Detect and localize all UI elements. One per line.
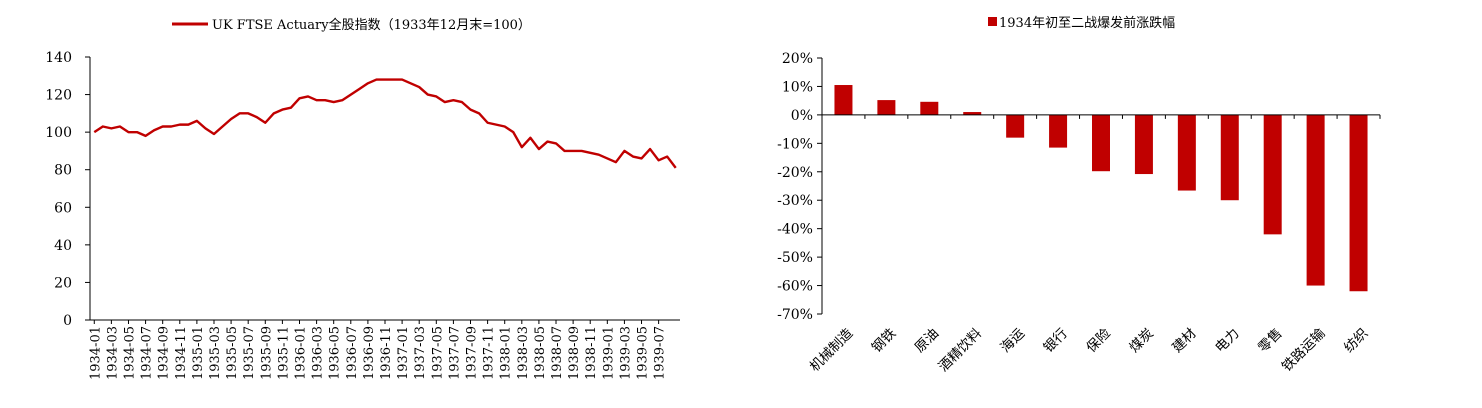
bar-y-tick-label: 0% xyxy=(791,108,813,124)
line-x-tick-label: 1938-07 xyxy=(550,326,565,380)
bar-10 xyxy=(1263,114,1282,235)
line-x-tick-label: 1935-07 xyxy=(242,326,257,380)
line-y-tick-label: 20 xyxy=(54,275,72,291)
bar-8 xyxy=(1177,114,1196,191)
line-x-tick-label: 1937-05 xyxy=(430,326,445,380)
bar-y-tick-label: -10% xyxy=(777,136,813,152)
line-x-tick-label: 1939-05 xyxy=(636,326,651,380)
bar-12 xyxy=(1349,114,1368,292)
line-x-tick-label: 1936-01 xyxy=(293,326,308,380)
line-x-tick-label: 1936-09 xyxy=(362,326,377,380)
line-x-tick-label: 1935-11 xyxy=(276,326,291,380)
line-x-tick-label: 1934-09 xyxy=(157,326,172,380)
line-x-tick-label: 1935-05 xyxy=(225,326,240,380)
line-series-ftse-actuary xyxy=(93,78,677,169)
line-y-tick-label: 60 xyxy=(54,200,72,216)
line-x-tick-label: 1936-11 xyxy=(379,326,394,380)
bar-y-tick-label: -70% xyxy=(777,307,813,323)
line-y-tick-label: 100 xyxy=(45,125,72,141)
bar-2 xyxy=(920,101,939,115)
line-x-tick-label: 1934-03 xyxy=(105,326,120,380)
bar-category-label: 原油 xyxy=(912,326,942,356)
bar-category-label: 机械制造 xyxy=(807,325,857,375)
bar-category-label: 铁路运输 xyxy=(1279,325,1329,375)
bar-category-label: 建材 xyxy=(1169,326,1199,356)
bar-y-tick-label: -40% xyxy=(777,222,813,238)
bar-y-tick-label: -20% xyxy=(777,165,813,181)
line-x-tick-label: 1938-09 xyxy=(567,326,582,380)
bar-9 xyxy=(1220,114,1239,201)
line-x-tick-label: 1939-07 xyxy=(653,326,668,380)
bar-legend-swatch xyxy=(988,17,997,26)
line-x-tick-label: 1934-11 xyxy=(174,326,189,380)
bar-y-tick-label: 20% xyxy=(782,51,813,67)
line-x-tick-label: 1938-03 xyxy=(516,326,531,380)
bar-category-label: 海运 xyxy=(998,325,1029,356)
bar-6 xyxy=(1092,114,1110,172)
line-x-tick-label: 1936-03 xyxy=(311,326,326,380)
bar-category-label: 电力 xyxy=(1212,326,1242,356)
line-y-tick-label: 120 xyxy=(45,88,72,104)
bar-category-label: 钢铁 xyxy=(869,325,900,356)
line-x-tick-label: 1938-05 xyxy=(533,326,548,380)
bar-1 xyxy=(877,100,896,115)
line-x-tick-label: 1939-01 xyxy=(601,326,616,380)
bar-category-label: 保险 xyxy=(1083,325,1114,356)
bar-3 xyxy=(963,112,982,115)
bar-0 xyxy=(834,85,853,115)
bar-y-tick-label: -60% xyxy=(777,279,813,295)
bar-7 xyxy=(1134,114,1153,175)
line-x-tick-label: 1935-03 xyxy=(208,326,223,380)
bar-legend-label: 1934年初至二战爆发前涨跌幅 xyxy=(999,15,1175,31)
line-y-tick-label: 0 xyxy=(63,313,72,329)
line-x-tick-label: 1934-01 xyxy=(88,326,103,380)
bar-category-label: 纺织 xyxy=(1341,326,1371,356)
line-x-tick-label: 1936-07 xyxy=(345,326,360,380)
bar-y-tick-label: 10% xyxy=(782,79,813,95)
bar-11 xyxy=(1306,114,1325,286)
bar-5 xyxy=(1049,114,1068,148)
line-x-tick-label: 1937-03 xyxy=(413,326,428,380)
line-x-tick-label: 1934-07 xyxy=(140,326,155,380)
line-y-tick-label: 140 xyxy=(45,50,72,66)
bar-category-label: 酒精饮料 xyxy=(936,325,986,375)
bar-y-tick-label: -30% xyxy=(777,193,813,209)
bar-category-label: 煤炭 xyxy=(1126,326,1156,356)
bar-category-label: 银行 xyxy=(1040,326,1070,356)
line-x-tick-label: 1937-11 xyxy=(482,326,497,380)
line-x-tick-label: 1938-01 xyxy=(499,326,514,380)
line-y-tick-label: 40 xyxy=(54,238,72,254)
line-x-tick-label: 1937-07 xyxy=(447,326,462,380)
line-x-tick-label: 1935-01 xyxy=(191,326,206,380)
line-legend-label: UK FTSE Actuary全股指数（1933年12月末=100） xyxy=(212,17,531,33)
bar-4 xyxy=(1006,114,1025,138)
line-x-tick-label: 1937-01 xyxy=(396,326,411,380)
bar-y-tick-label: -50% xyxy=(777,250,813,266)
line-y-tick-label: 80 xyxy=(54,163,72,179)
line-x-tick-label: 1935-09 xyxy=(259,326,274,380)
line-x-tick-label: 1937-09 xyxy=(465,326,480,380)
bar-category-label: 零售 xyxy=(1255,326,1285,356)
line-x-tick-label: 1938-11 xyxy=(584,326,599,380)
line-x-tick-label: 1939-03 xyxy=(618,326,633,380)
line-x-tick-label: 1936-05 xyxy=(328,326,343,380)
line-x-tick-label: 1934-05 xyxy=(122,326,137,380)
bar-chart: 1934年初至二战爆发前涨跌幅 20% 10% 0% -10% -20% -30% -40%… xyxy=(777,15,1381,375)
line-chart: UK FTSE Actuary全股指数（1933年12月末=100） 0 20 40… xyxy=(45,17,680,380)
